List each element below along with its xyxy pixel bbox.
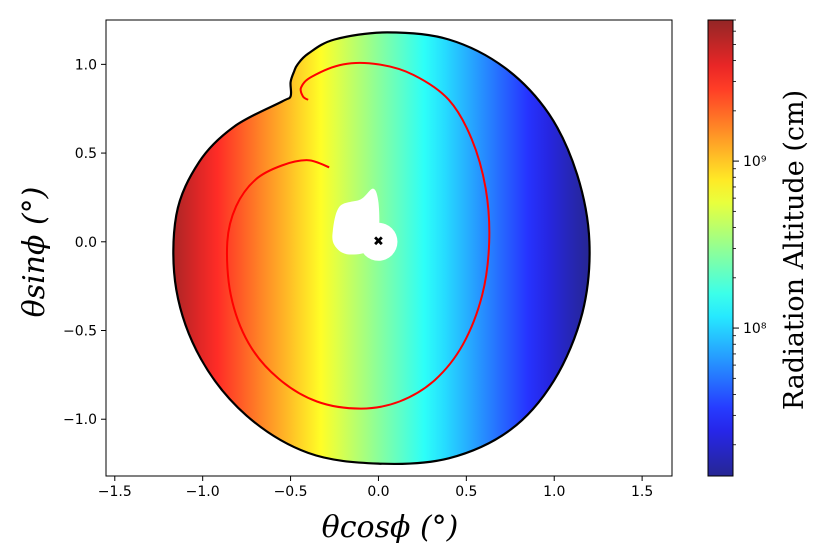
outer-boundary-line: [172, 31, 591, 466]
x-axis-label: θcosϕ (°): [322, 510, 459, 545]
colorbar-ticks: 10⁸ 10⁹: [733, 19, 767, 446]
y-tick-label: −0.5: [63, 324, 97, 340]
x-axis-ticks: −1.5 −1.0 −0.5 0.0 0.5 1.0 1.5: [98, 476, 653, 500]
colorbar: [707, 19, 734, 477]
y-tick-label: 0.0: [75, 235, 97, 251]
y-axis-label: θsinϕ (°): [17, 187, 52, 318]
y-axis-ticks: −1.0 −0.5 0.0 0.5 1.0: [63, 57, 106, 428]
plot-frame: [105, 19, 673, 477]
colorbar-tick-label: 10⁸: [743, 321, 767, 337]
x-tick-label: −0.5: [274, 484, 308, 500]
center-marker: ✖: [373, 234, 384, 249]
x-tick-label: 1.5: [631, 484, 653, 500]
colorbar-label: Radiation Altitude (cm): [779, 90, 810, 410]
colorbar-tick-label: 10⁹: [743, 154, 767, 170]
x-tick-label: −1.0: [186, 484, 220, 500]
y-tick-label: 1.0: [75, 57, 97, 73]
y-tick-label: −1.0: [63, 412, 97, 428]
x-tick-label: 0.5: [455, 484, 477, 500]
x-tick-label: 1.0: [543, 484, 565, 500]
y-tick-label: 0.5: [75, 146, 97, 162]
x-tick-label: −1.5: [98, 484, 132, 500]
altitude-contour-line: [225, 61, 491, 410]
center-disk: [359, 222, 398, 261]
x-tick-label: 0.0: [367, 484, 389, 500]
